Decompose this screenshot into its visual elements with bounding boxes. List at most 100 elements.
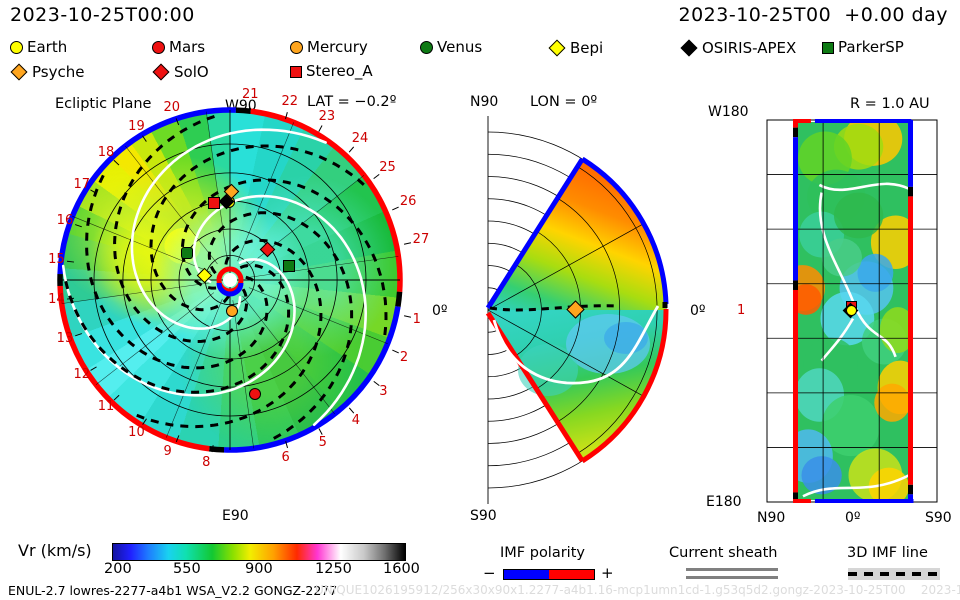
ecliptic-hour-tick-3: 3 <box>379 383 388 399</box>
ecliptic-hour-tick-19: 19 <box>128 118 145 134</box>
legend-item-venus: Venus <box>420 40 482 55</box>
osiris-apex-symbol-icon <box>680 39 698 57</box>
legend-label: Earth <box>27 38 68 56</box>
imf-polarity-title: IMF polarity <box>500 545 585 561</box>
ecliptic-hour-tick-6: 6 <box>281 450 290 466</box>
ecliptic-hour-tick-13: 13 <box>56 331 74 347</box>
ecliptic-e90-label: E90 <box>222 508 249 524</box>
colorbar-tick-200: 200 <box>104 561 132 577</box>
colorbar-tick-550: 550 <box>173 561 201 577</box>
stereo-a-symbol-icon <box>290 65 302 78</box>
imf-negative-swatch <box>504 570 549 579</box>
sheath-line-bottom <box>686 576 778 579</box>
imf-line-dashes <box>848 572 940 576</box>
ecliptic-hour-tick-22: 22 <box>281 93 299 109</box>
legend-label: Psyche <box>32 62 85 81</box>
au-row-label: 1 <box>737 303 746 318</box>
current-sheath-swatch <box>686 568 778 580</box>
imf-plus-sign: + <box>601 564 614 582</box>
ecliptic-hour-tick-9: 9 <box>163 443 172 459</box>
sheath-line-top <box>686 568 778 571</box>
legend-label: Bepi <box>570 38 604 57</box>
au-x-label-1: 0º <box>845 510 861 526</box>
imf-minus-sign: − <box>483 564 496 582</box>
legend-item-mars: Mars <box>152 40 205 55</box>
colorbar-gradient <box>113 544 405 560</box>
au-w180-label: W180 <box>708 104 749 120</box>
ecliptic-hour-tick-26: 26 <box>399 194 417 210</box>
parkersp-symbol-icon <box>822 41 834 54</box>
legend-item-earth: Earth <box>10 40 67 55</box>
ecliptic-hour-tick-20: 20 <box>163 100 181 116</box>
ecliptic-hour-tick-16: 16 <box>56 212 74 228</box>
solo-symbol-icon <box>152 63 170 81</box>
legend-label: Mercury <box>307 38 368 56</box>
meridional-title: LON = 0º <box>530 94 598 110</box>
meridional-plane-panel <box>470 110 685 510</box>
ecliptic-title: Ecliptic Plane <box>55 96 152 112</box>
ecliptic-hour-tick-18: 18 <box>97 144 115 160</box>
ecliptic-hour-tick-24: 24 <box>351 131 369 146</box>
bepi-symbol-icon <box>548 39 566 57</box>
ecliptic-overlay-svg <box>57 107 403 453</box>
imf-positive-swatch <box>549 570 594 579</box>
ecliptic-marker-venus <box>181 246 194 259</box>
ecliptic-hour-tick-4: 4 <box>351 412 361 428</box>
ecliptic-hour-tick-17: 17 <box>73 176 91 192</box>
legend-label: OSIRIS-APEX <box>702 38 797 57</box>
run-id-footer: ENUL-2.7 lowres-2277-a4b1 WSA_V2.2 GONGZ… <box>8 583 338 598</box>
legend-item-parkersp: ParkerSP <box>822 40 904 55</box>
legend-item-osiris-apex: OSIRIS-APEX <box>680 38 797 57</box>
mars-symbol-icon <box>152 41 165 54</box>
legend-label: Mars <box>169 38 206 56</box>
legend-label: Stereo_A <box>306 62 373 80</box>
ecliptic-marker-stereo-a <box>208 197 221 210</box>
imf-line-swatch <box>848 568 940 580</box>
au-svg <box>766 119 938 503</box>
au-e180-label: E180 <box>706 494 742 510</box>
legend-item-psyche: Psyche <box>10 62 85 81</box>
meridional-s90-label: S90 <box>470 508 497 524</box>
imf-polarity-swatch <box>503 569 595 580</box>
ecliptic-marker-parkersp <box>283 260 296 273</box>
ecliptic-marker-mercury <box>226 305 239 318</box>
ecliptic-hour-tick-5: 5 <box>318 435 327 451</box>
timestamp-left: 2023-10-25T00:00 <box>10 4 195 26</box>
ecliptic-hour-tick-11: 11 <box>97 399 115 415</box>
colorbar-title: Vr (km/s) <box>18 541 92 560</box>
ecliptic-hour-tick-23: 23 <box>318 108 336 124</box>
legend-label: SolO <box>174 62 209 81</box>
watermark-footer: UNIQUE1026195912/256x30x90x1.2277-a4b1.1… <box>315 583 960 597</box>
imf-line-title: 3D IMF line <box>847 545 928 561</box>
legend-item-solo: SolO <box>152 62 209 81</box>
ecliptic-hour-tick-12: 12 <box>73 367 91 383</box>
mercury-symbol-icon <box>290 41 303 54</box>
meridional-svg <box>485 116 669 504</box>
colorbar <box>112 543 406 561</box>
earth-symbol-icon <box>10 41 23 54</box>
ecliptic-hour-tick-1: 1 <box>412 311 421 327</box>
constant-radius-panel <box>755 112 955 512</box>
colorbar-tick-1600: 1600 <box>383 561 420 577</box>
ecliptic-lat-label: LAT = −0.2º <box>307 94 397 110</box>
ecliptic-hour-tick-2: 2 <box>399 349 409 365</box>
au-marker-earth <box>845 305 857 317</box>
ecliptic-hour-tick-15: 15 <box>48 251 65 267</box>
timestamp-right: 2023-10-25T00 +0.00 day <box>678 4 948 26</box>
ecliptic-marker-mars <box>248 387 261 400</box>
ecliptic-plane-panel <box>50 107 403 510</box>
colorbar-tick-1250: 1250 <box>315 561 352 577</box>
legend-item-bepi: Bepi <box>548 38 604 57</box>
au-x-label-0: N90 <box>757 510 786 526</box>
meridional-n90-label: N90 <box>470 94 499 110</box>
au-title: R = 1.0 AU <box>850 96 930 112</box>
venus-symbol-icon <box>420 41 433 54</box>
colorbar-tick-900: 900 <box>245 561 273 577</box>
legend-item-mercury: Mercury <box>290 40 368 55</box>
ecliptic-hour-tick-14: 14 <box>48 292 65 307</box>
psyche-symbol-icon <box>10 63 28 81</box>
ecliptic-hour-tick-21: 21 <box>242 87 259 103</box>
legend-label: ParkerSP <box>838 38 904 56</box>
ecliptic-hour-tick-10: 10 <box>128 425 145 441</box>
